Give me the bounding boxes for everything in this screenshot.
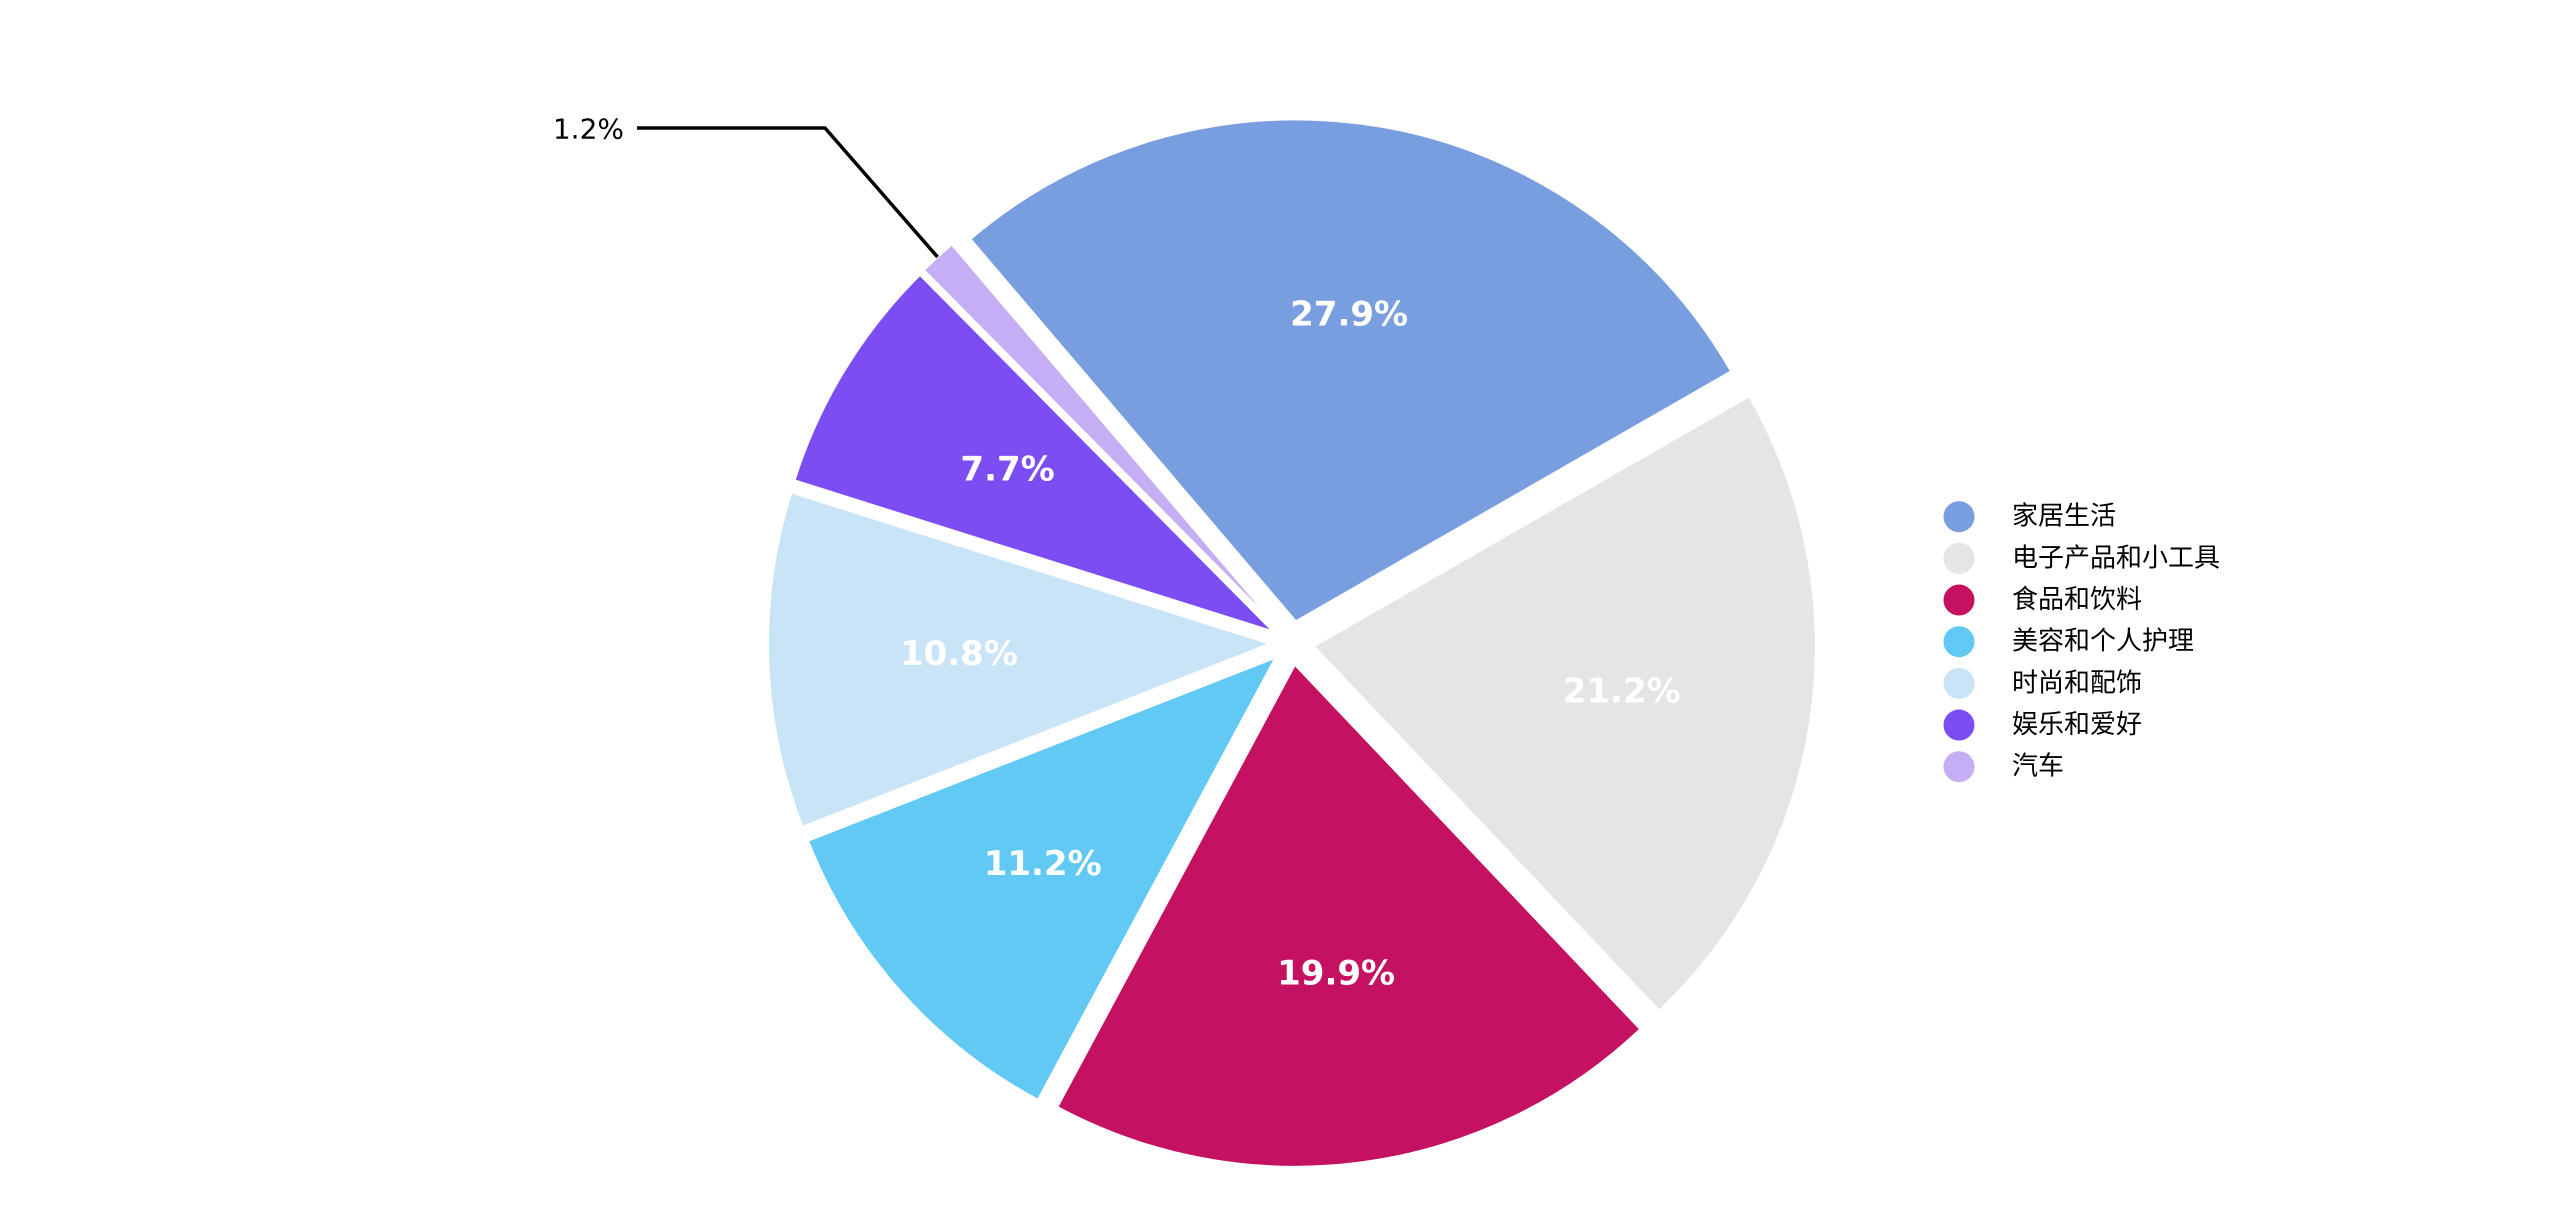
legend-swatch-beauty-personal-care xyxy=(1943,626,1975,658)
callout-label: 1.2% xyxy=(553,113,624,146)
pie-slice-label-fashion-accessories: 10.8% xyxy=(900,634,1018,674)
pie-slice-label-electronics-gadgets: 21.2% xyxy=(1563,671,1681,711)
legend-item-automotive: 汽车 xyxy=(1943,751,2064,783)
pie-slice-label-entertainment-hobbies: 7.7% xyxy=(960,449,1054,489)
pie-slice-electronics-gadgets xyxy=(1312,394,1817,1012)
legend-item-entertainment-hobbies: 娱乐和爱好 xyxy=(1943,709,2142,741)
pie-slice-fashion-accessories xyxy=(767,491,1274,829)
legend-swatch-fashion-accessories xyxy=(1943,667,1975,699)
pie-slice-labels: 27.9% 21.2% 19.9% 11.2% 10.8% 7.7% xyxy=(900,295,1681,994)
callout-leader-line xyxy=(637,126,939,259)
legend-item-beauty-personal-care: 美容和个人护理 xyxy=(1943,626,2194,658)
legend-swatch-home-living xyxy=(1943,501,1975,533)
legend-label-electronics-gadgets: 电子产品和小工具 xyxy=(2012,543,2220,573)
legend-swatch-food-beverage xyxy=(1943,584,1975,616)
legend-swatch-entertainment-hobbies xyxy=(1943,709,1975,741)
legend-label-automotive: 汽车 xyxy=(2012,752,2064,782)
legend-label-beauty-personal-care: 美容和个人护理 xyxy=(2012,627,2194,657)
legend-label-food-beverage: 食品和饮料 xyxy=(2012,585,2142,615)
legend-swatch-automotive xyxy=(1943,751,1975,783)
legend-item-home-living: 家居生活 xyxy=(1943,501,2116,533)
pie xyxy=(767,118,1817,1168)
legend-swatch-electronics-gadgets xyxy=(1943,542,1975,574)
pie-slice-home-living xyxy=(969,118,1733,623)
legend-label-home-living: 家居生活 xyxy=(2012,502,2116,532)
legend-label-fashion-accessories: 时尚和配饰 xyxy=(2012,668,2142,698)
legend-item-food-beverage: 食品和饮料 xyxy=(1943,584,2142,616)
pie-slice-entertainment-hobbies xyxy=(793,273,1274,633)
pie-slice-beauty-personal-care xyxy=(806,655,1278,1102)
legend-label-entertainment-hobbies: 娱乐和爱好 xyxy=(2012,710,2142,740)
legend-item-electronics-gadgets: 电子产品和小工具 xyxy=(1943,542,2220,574)
legend-item-fashion-accessories: 时尚和配饰 xyxy=(1943,667,2142,699)
pie-slice-label-food-beverage: 19.9% xyxy=(1277,953,1395,993)
pie-slice-label-home-living: 27.9% xyxy=(1290,295,1408,335)
pie-slice-food-beverage xyxy=(1055,663,1642,1168)
pie-slice-label-beauty-personal-care: 11.2% xyxy=(984,844,1102,884)
